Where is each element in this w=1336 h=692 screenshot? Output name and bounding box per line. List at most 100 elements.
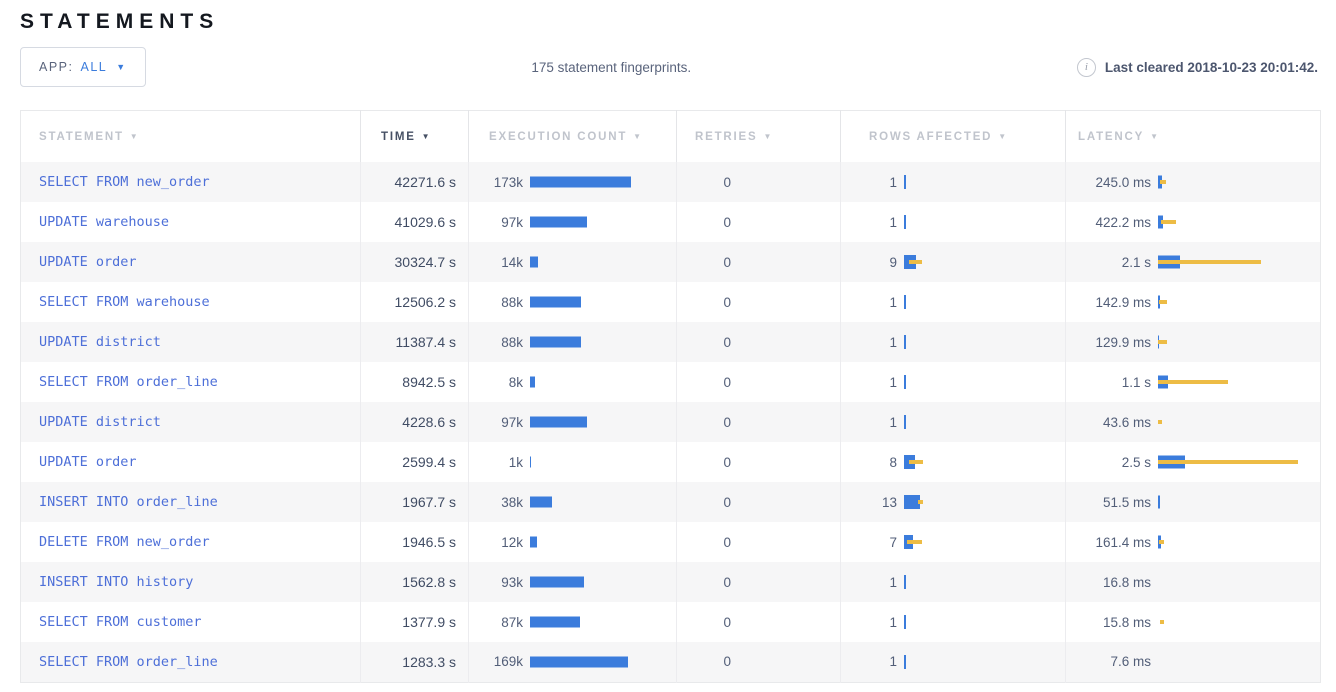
- rows-affected-value: 9: [889, 254, 897, 270]
- statement-link[interactable]: SELECT FROM warehouse: [39, 294, 210, 310]
- statement-link[interactable]: UPDATE order: [39, 454, 137, 470]
- statement-link[interactable]: SELECT FROM order_line: [39, 374, 218, 390]
- table-row: SELECT FROM warehouse 12506.2 s 88k 0 1: [21, 282, 1321, 322]
- execution-count-bar: [530, 216, 587, 228]
- rows-affected-bar: [904, 495, 920, 509]
- statement-link[interactable]: DELETE FROM new_order: [39, 534, 210, 550]
- time-value: 1562.8 s: [360, 562, 469, 602]
- rows-affected-value: 13: [881, 494, 897, 510]
- execution-count-value: 8k: [508, 374, 523, 390]
- table-row: SELECT FROM customer 1377.9 s 87k 0 1: [21, 602, 1321, 642]
- latency-cell: 129.9 ms: [1065, 322, 1321, 362]
- column-header-latency[interactable]: LATENCY ▼: [1065, 110, 1321, 162]
- statement-count-summary: 175 statement fingerprints.: [531, 59, 692, 75]
- column-header-retries[interactable]: RETRIES ▼: [676, 110, 841, 162]
- execution-count-cell: 12k: [468, 522, 677, 562]
- last-cleared-text: Last cleared 2018-10-23 20:01:42.: [1104, 59, 1318, 75]
- execution-count-bar: [530, 576, 584, 588]
- statement-link[interactable]: INSERT INTO order_line: [39, 494, 218, 510]
- app-filter-dropdown[interactable]: APP: ALL ▼: [20, 47, 146, 87]
- retries-cell: 0: [676, 282, 841, 322]
- statement-link[interactable]: INSERT INTO history: [39, 574, 194, 590]
- statements-table: STATEMENT ▼ TIME ▼ EXECUTION COUNT ▼ RETRIES ▼ R…: [20, 110, 1321, 683]
- execution-count-cell: 87k: [468, 602, 677, 642]
- execution-count-value: 169k: [493, 654, 523, 670]
- rows-affected-bar: [904, 175, 906, 189]
- table-row: UPDATE district 4228.6 s 97k 0 1: [20, 402, 1321, 442]
- rows-affected-bar: [904, 654, 906, 669]
- latency-cell: 7.6 ms: [1065, 642, 1321, 682]
- table-row: DELETE FROM new_order 1946.5 s 12k 0 7: [21, 522, 1321, 562]
- retries-cell: 0: [676, 202, 841, 242]
- time-value: 1967.7 s: [360, 482, 469, 522]
- latency-value: 15.8 ms: [1102, 614, 1151, 630]
- time-value: 30324.7 s: [360, 242, 469, 282]
- latency-value: 142.9 ms: [1095, 294, 1151, 310]
- app-filter-value: ALL: [80, 60, 108, 74]
- rows-affected-cell: 1: [840, 282, 1066, 322]
- statement-link[interactable]: UPDATE district: [39, 414, 161, 430]
- column-header-time[interactable]: TIME ▼: [360, 110, 469, 162]
- time-value: 2599.4 s: [360, 442, 469, 482]
- latency-value: 2.5 s: [1121, 454, 1151, 470]
- execution-count-cell: 1k: [468, 442, 677, 482]
- statement-link[interactable]: UPDATE warehouse: [39, 214, 170, 230]
- latency-cell: 161.4 ms: [1065, 522, 1321, 562]
- execution-count-bar: [530, 536, 537, 548]
- execution-count-value: 14k: [501, 254, 523, 270]
- statement-link[interactable]: SELECT FROM new_order: [39, 174, 210, 190]
- execution-count-bar: [530, 176, 631, 188]
- rows-affected-value: 1: [889, 574, 897, 590]
- latency-stddev-bar: [1158, 260, 1261, 264]
- execution-count-value: 12k: [501, 534, 523, 550]
- rows-affected-bar: [904, 295, 906, 309]
- latency-value: 7.6 ms: [1110, 654, 1151, 670]
- time-value: 1377.9 s: [360, 602, 469, 642]
- column-header-label: RETRIES: [695, 130, 758, 143]
- statement-link[interactable]: SELECT FROM customer: [39, 614, 202, 630]
- retries-cell: 0: [676, 642, 841, 682]
- execution-count-bar: [530, 376, 535, 388]
- column-header-label: STATEMENT: [39, 130, 124, 143]
- latency-bar: [1158, 215, 1163, 229]
- latency-cell: 245.0 ms: [1065, 162, 1321, 202]
- table-row: SELECT FROM order_line 1283.3 s 169k 0 1: [20, 642, 1321, 682]
- latency-value: 16.8 ms: [1102, 574, 1151, 590]
- info-icon[interactable]: i: [1076, 57, 1096, 77]
- rows-affected-stddev-bar: [918, 500, 923, 504]
- column-header-rows-affected[interactable]: ROWS AFFECTED ▼: [840, 110, 1066, 162]
- column-header-execution-count[interactable]: EXECUTION COUNT ▼: [468, 110, 677, 162]
- execution-count-value: 87k: [501, 614, 523, 630]
- retries-value: 0: [723, 254, 731, 270]
- retries-cell: 0: [676, 362, 841, 402]
- rows-affected-value: 1: [889, 294, 897, 310]
- column-header-label: TIME: [381, 130, 416, 143]
- latency-stddev-bar: [1158, 420, 1162, 424]
- latency-cell: 51.5 ms: [1065, 482, 1321, 522]
- latency-cell: 422.2 ms: [1065, 202, 1321, 242]
- retries-value: 0: [723, 374, 731, 390]
- rows-affected-cell: 1: [840, 162, 1066, 202]
- column-header-statement[interactable]: STATEMENT ▼: [20, 110, 361, 162]
- table-row: UPDATE order 30324.7 s 14k 0 9: [20, 242, 1321, 282]
- time-value: 1946.5 s: [360, 522, 469, 562]
- retries-cell: 0: [676, 442, 841, 482]
- retries-value: 0: [723, 334, 731, 350]
- sort-arrow-icon: ▼: [998, 131, 1008, 141]
- latency-value: 161.4 ms: [1095, 534, 1151, 550]
- rows-affected-stddev-bar: [909, 260, 922, 264]
- latency-stddev-bar: [1160, 620, 1164, 624]
- latency-cell: 15.8 ms: [1065, 602, 1321, 642]
- execution-count-bar: [530, 336, 581, 348]
- statement-link[interactable]: UPDATE order: [39, 254, 137, 270]
- rows-affected-stddev-bar: [909, 460, 923, 464]
- time-value: 11387.4 s: [360, 322, 469, 362]
- sort-arrow-icon: ▼: [633, 131, 643, 141]
- statement-link[interactable]: UPDATE district: [39, 334, 161, 350]
- table-row: INSERT INTO order_line 1967.7 s 38k 0 13: [20, 482, 1321, 522]
- execution-count-bar: [530, 656, 628, 668]
- statement-link[interactable]: SELECT FROM order_line: [39, 653, 218, 670]
- retries-value: 0: [723, 174, 731, 190]
- execution-count-cell: 14k: [468, 242, 677, 282]
- time-value: 4228.6 s: [360, 402, 469, 442]
